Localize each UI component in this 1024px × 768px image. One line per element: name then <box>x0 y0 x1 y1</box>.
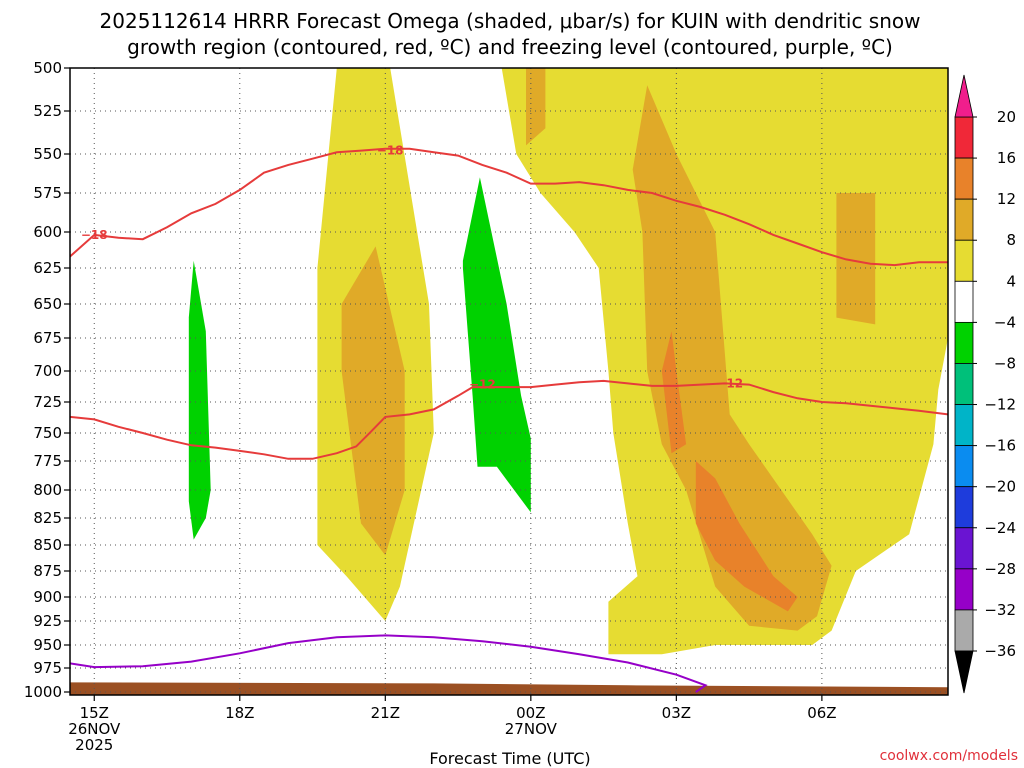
colorbar-label-2: 12 <box>997 190 1016 208</box>
x-axis-label: Forecast Time (UTC) <box>429 749 590 768</box>
plot-frame <box>69 67 949 696</box>
colorbar-bin-6 <box>954 363 974 405</box>
freezing-level-line <box>70 634 708 693</box>
y-tick-label-800: 800 <box>33 481 62 499</box>
y-tick-label-750: 750 <box>33 424 62 442</box>
colorbar-label-0: 20 <box>997 108 1016 126</box>
title-block: 2025112614 HRRR Forecast Omega (shaded, … <box>100 9 921 59</box>
colorbar-bin-1 <box>954 157 974 200</box>
dgz-label-2: −12 <box>469 378 496 392</box>
y-tick-label-725: 725 <box>33 393 62 411</box>
y-tick-label-900: 900 <box>33 588 62 606</box>
colorbar-label-13: −36 <box>984 642 1016 660</box>
omega-region-8 <box>188 260 211 540</box>
y-tick-label-950: 950 <box>33 636 62 654</box>
x-tick-label-21-0: 21Z <box>371 704 400 722</box>
colorbar: 20 16 12 8 4 −4 −8 −12 −16 −20 −24 −28 −32 −36 <box>954 74 1016 694</box>
title-line-1: 2025112614 HRRR Forecast Omega (shaded, … <box>100 9 921 33</box>
y-tick-label-1000: 1000 <box>24 683 62 701</box>
colorbar-label-4: 4 <box>1006 272 1016 290</box>
dgz-contour-2 <box>70 379 948 460</box>
dgz-label-1: −18 <box>377 144 404 158</box>
colorbar-label-3: 8 <box>1006 231 1016 249</box>
colorbar-label-1: 16 <box>997 149 1016 167</box>
omega-region-9 <box>462 177 531 513</box>
dgz-contour-0 <box>70 147 948 267</box>
colorbar-bin-5 <box>954 321 974 364</box>
colorbar-bin-2 <box>954 198 974 241</box>
y-tick-label-675: 675 <box>33 329 62 347</box>
y-tick-label-575: 575 <box>33 184 62 202</box>
y-tick-label-700: 700 <box>33 362 62 380</box>
colorbar-bin-8 <box>954 445 974 488</box>
colorbar-bin-11 <box>954 568 974 611</box>
omega-region-4 <box>632 85 832 631</box>
x-tick-label-15-2: 2025 <box>75 736 113 754</box>
colorbar-bin-12 <box>954 609 974 652</box>
y-tick-label-650: 650 <box>33 295 62 313</box>
x-tick-label-15-0: 15Z <box>80 704 109 722</box>
colorbar-bin-9 <box>954 486 974 529</box>
y-tick-label-975: 975 <box>33 659 62 677</box>
omega-region-7 <box>661 331 687 454</box>
credit-text: coolwx.com/models <box>880 748 1018 764</box>
x-tick-label-24-1: 27NOV <box>505 720 558 738</box>
y-tick-label-825: 825 <box>33 509 62 527</box>
omega-region-3 <box>526 68 546 146</box>
y-tick-label-875: 875 <box>33 562 62 580</box>
colorbar-bin-4 <box>954 280 974 323</box>
omega-region-2 <box>341 246 405 556</box>
y-tick-label-775: 775 <box>33 452 62 470</box>
y-tick-label-525: 525 <box>33 102 62 120</box>
omega-region-6 <box>695 461 798 612</box>
colorbar-label-6: −8 <box>994 354 1016 372</box>
y-tick-label-500: 500 <box>33 59 62 77</box>
colorbar-bin-7 <box>954 404 974 447</box>
y-tick-label-625: 625 <box>33 259 62 277</box>
x-tick-label-15-1: 26NOV <box>68 720 121 738</box>
y-tick-label-850: 850 <box>33 536 62 554</box>
dgz-label-3: −12 <box>716 376 743 390</box>
omega-region-5 <box>836 193 876 325</box>
plot-area: −18 −18 −12 −12 <box>69 67 949 696</box>
x-tick-label-18-0: 18Z <box>225 704 254 722</box>
colorbar-label-5: −4 <box>994 313 1016 331</box>
colorbar-bin-3 <box>954 239 974 282</box>
y-axis: 500 525 550 575 600 625 650 675 700 725 750 775 800 8… <box>24 59 70 701</box>
colorbar-label-10: −24 <box>984 519 1016 537</box>
x-tick-label-24-0: 00Z <box>516 704 545 722</box>
colorbar-label-11: −28 <box>984 560 1016 578</box>
y-tick-label-550: 550 <box>33 145 62 163</box>
colorbar-top-arrow <box>954 74 974 118</box>
plot-inner: −18 −18 −12 −12 <box>70 68 948 695</box>
ground-layer <box>70 682 948 695</box>
colorbar-label-12: −32 <box>984 601 1016 619</box>
dgz-label-0: −18 <box>81 228 108 242</box>
colorbar-bin-0 <box>954 116 974 159</box>
colorbar-bin-10 <box>954 527 974 570</box>
x-tick-label-30-0: 06Z <box>807 704 836 722</box>
y-tick-label-600: 600 <box>33 223 62 241</box>
colorbar-label-7: −12 <box>984 396 1016 414</box>
colorbar-label-9: −20 <box>984 478 1016 496</box>
x-tick-label-27-0: 03Z <box>662 704 691 722</box>
colorbar-bottom-arrow <box>954 650 974 694</box>
title-line-2: growth region (contoured, red, ºC) and f… <box>127 35 893 59</box>
y-tick-label-925: 925 <box>33 612 62 630</box>
colorbar-label-8: −16 <box>984 437 1016 455</box>
